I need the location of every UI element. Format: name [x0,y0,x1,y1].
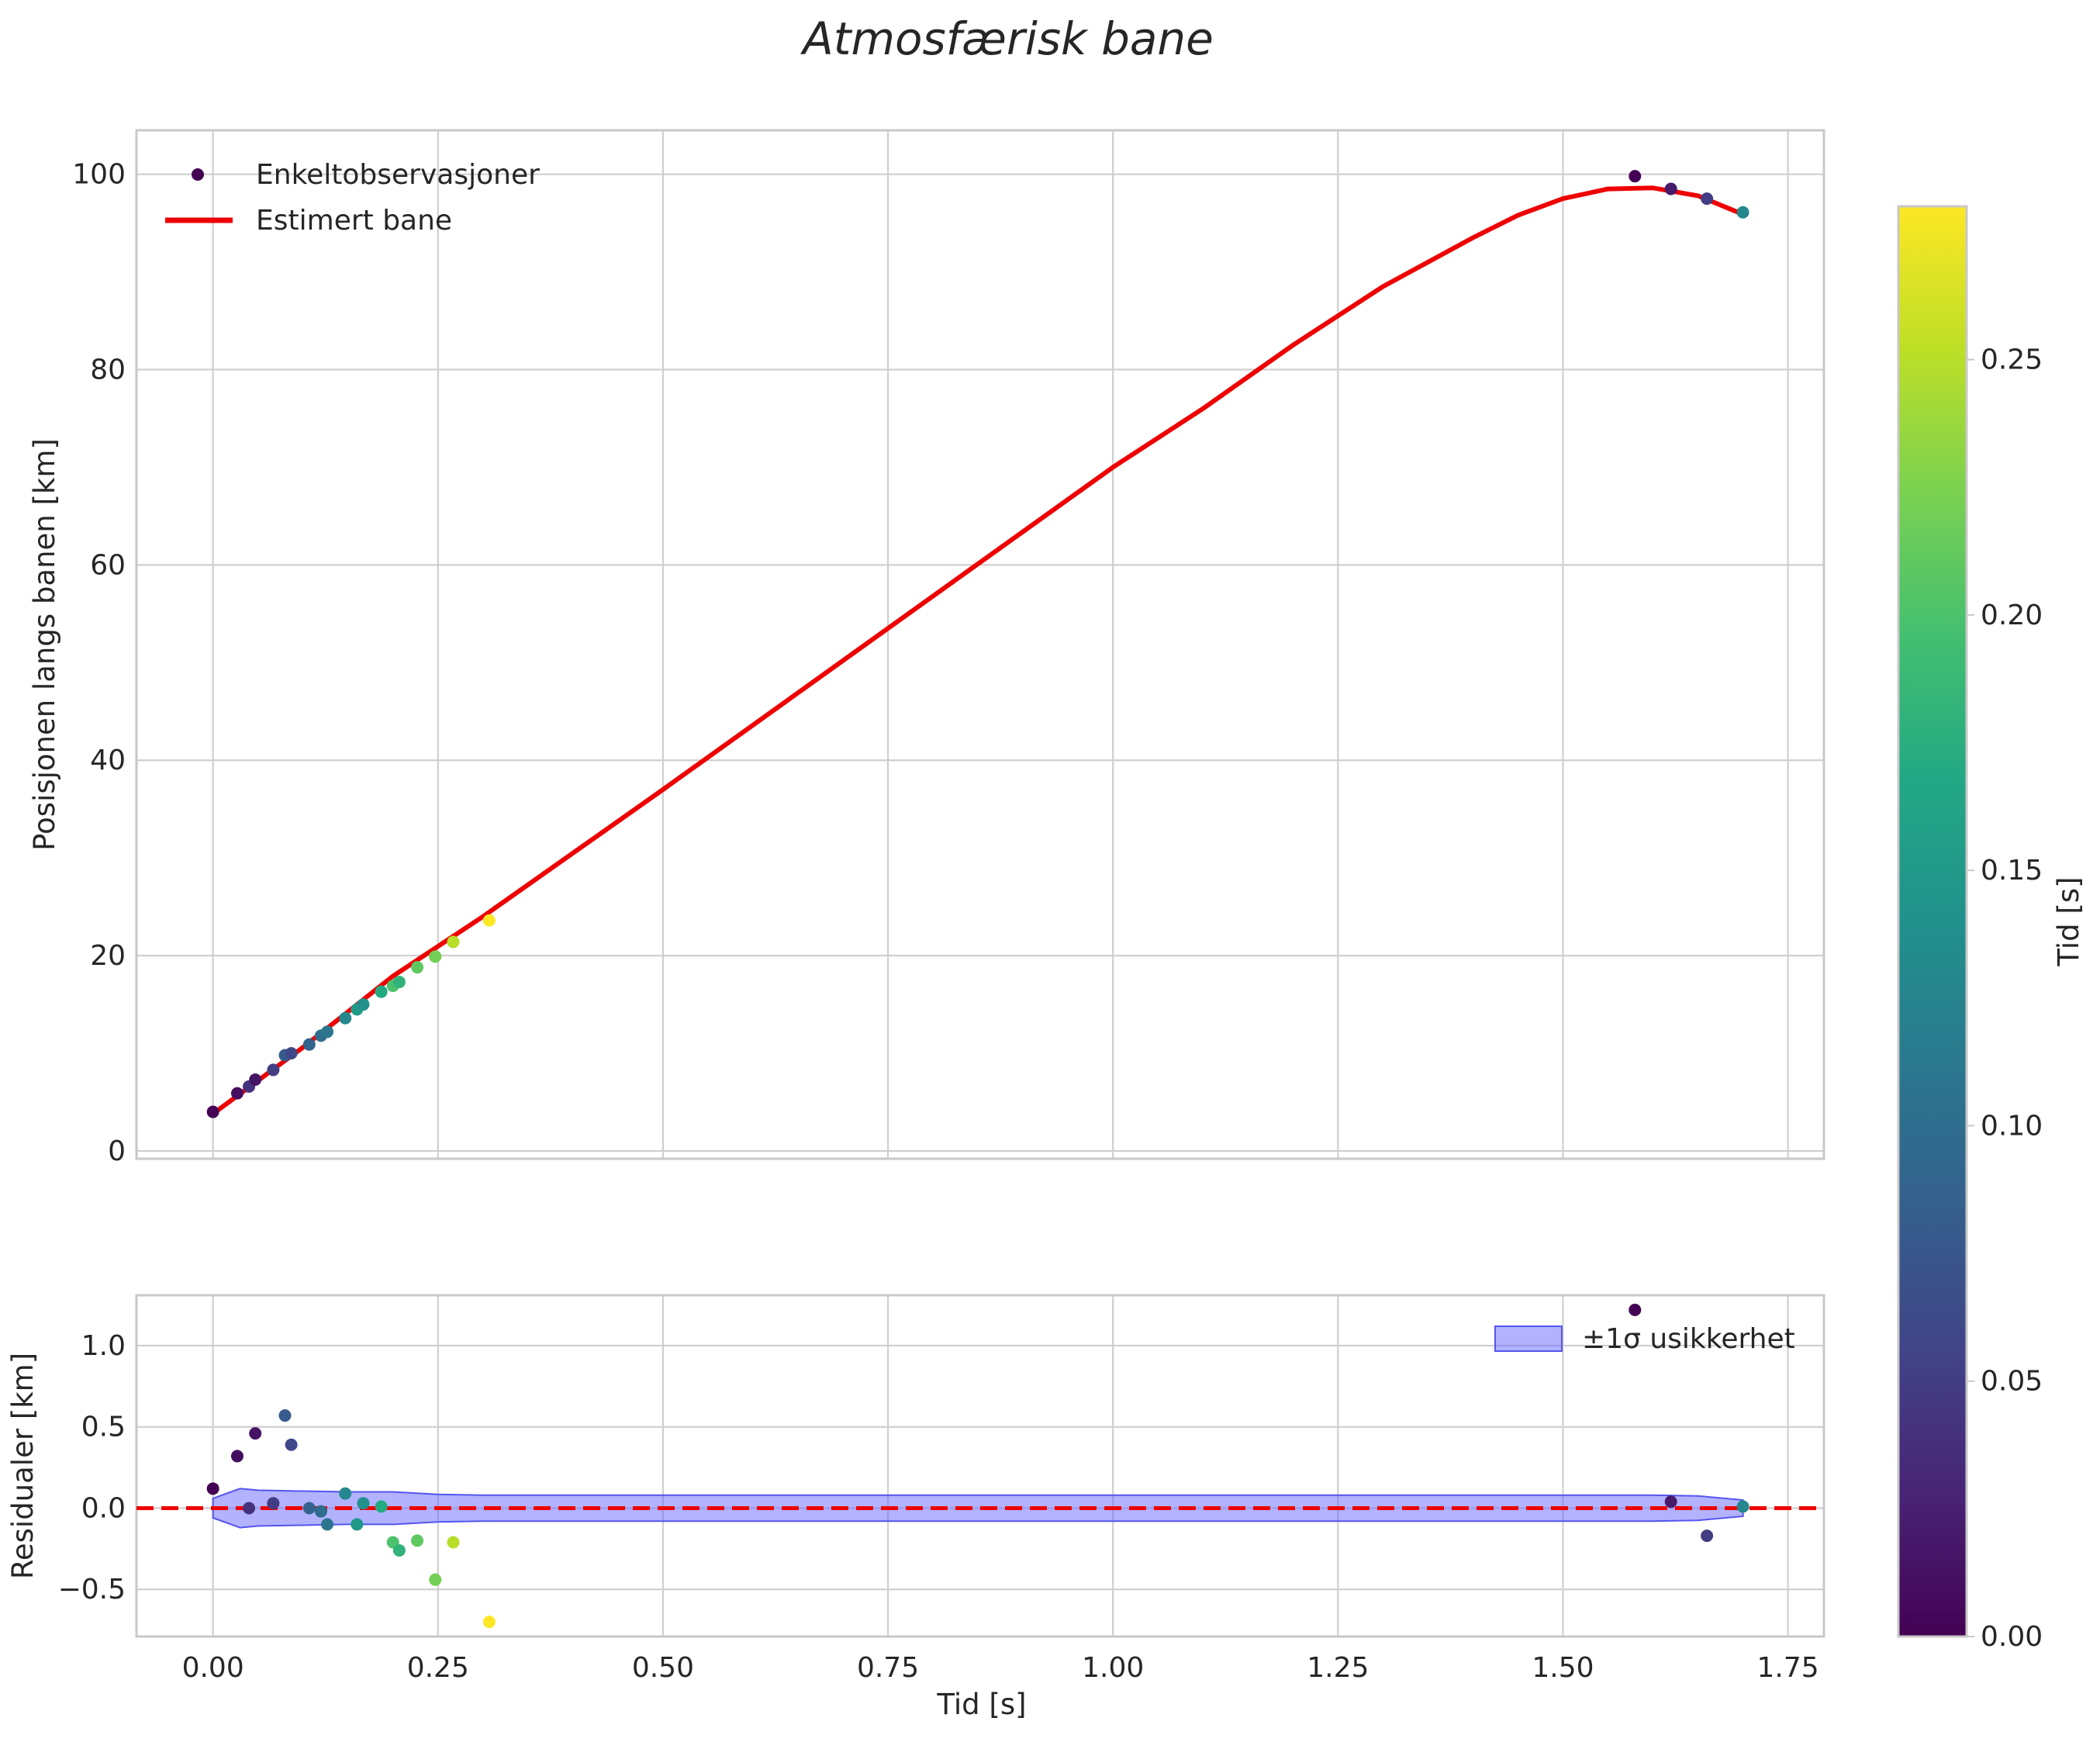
residual-point [278,1409,292,1422]
colorbar-gradient [1897,205,1968,1638]
residual-x-ticks: 0.00 0.25 0.50 0.75 1.00 1.25 1.50 1.75 [182,1652,1819,1684]
residual-grid [136,1295,1824,1637]
observation-point [429,950,442,963]
observation-point [357,998,370,1011]
residual-legend: ±1σ usikkerhet [1494,1323,1795,1355]
residual-point [429,1573,442,1586]
x-tick-label: 0.25 [407,1652,469,1684]
residual-point [1664,1495,1677,1509]
position-axes: 0 20 40 60 80 100 Posisjonen langs banen [km]… [28,129,1825,1167]
residual-point [357,1497,370,1510]
observation-point [1736,206,1749,219]
residual-point [302,1502,316,1515]
observation-point [411,961,424,974]
position-grid [136,130,1824,1159]
observation-point [206,1105,219,1118]
position-y-tick-label: 20 [90,940,126,972]
observation-point [249,1073,262,1086]
legend-band-swatch [1494,1326,1563,1352]
residual-y-tick-label: 0.0 [81,1492,126,1524]
observation-point [1629,170,1642,183]
residual-point [375,1500,388,1513]
position-y-tick-label: 40 [90,745,126,776]
trajectory-path [211,185,1744,1116]
legend-trajectory-label: Estimert bane [256,205,452,237]
residual-point [1629,1303,1642,1316]
residual-point [321,1518,334,1531]
observation-point [285,1047,298,1059]
observation-point [482,914,496,927]
residual-point [1701,1529,1714,1543]
legend-observation-label: Enkeltobservasjoner [256,159,540,191]
x-tick-label: 1.50 [1532,1652,1594,1684]
observation-point [302,1038,316,1051]
residual-point [339,1487,352,1500]
residual-point [243,1502,256,1515]
x-tick-label: 0.50 [632,1652,694,1684]
position-legend: Enkeltobservasjoner Estimert bane [165,159,540,237]
residual-y-label: Residualer [km] [6,1353,40,1579]
residual-axes-frame [135,1294,1825,1638]
observation-point [375,985,388,998]
residual-y-tick-label: 0.5 [81,1412,126,1443]
x-tick-label: 0.75 [857,1652,919,1684]
residual-point [392,1543,406,1557]
colorbar-tick-label: 0.10 [1981,1110,2043,1142]
observation-point [447,935,460,949]
observation-point [339,1011,352,1025]
colorbar: 0.00 0.05 0.10 0.15 0.20 0.25 Tid [s] [1897,205,2085,1653]
legend-band-label: ±1σ usikkerhet [1582,1323,1795,1355]
residual-y-ticks: −0.5 0.0 0.5 1.0 [58,1330,126,1605]
residual-point [314,1505,327,1518]
residual-y-tick-label: −0.5 [58,1574,126,1605]
residual-points [206,1303,1749,1629]
observation-points [206,170,1749,1118]
x-tick-label: 1.25 [1307,1652,1369,1684]
chart-title: Atmosfærisk bane [800,12,1214,65]
estimated-trajectory-line [211,185,1744,1116]
residual-point [482,1616,496,1629]
residual-axes: −0.5 0.0 0.5 1.0 0.00 0.25 0.50 0.75 1.00 1.25 1.… [6,1294,1825,1721]
legend-observation-marker [192,168,204,181]
colorbar-ticks: 0.00 0.05 0.10 0.15 0.20 0.25 [1967,344,2043,1653]
x-tick-label: 0.00 [182,1652,244,1684]
colorbar-tick-label: 0.20 [1981,600,2043,631]
residual-point [285,1438,298,1451]
position-y-tick-label: 60 [90,549,126,581]
colorbar-tick-label: 0.25 [1981,344,2043,376]
observation-point [321,1025,334,1039]
residual-point [267,1497,280,1510]
residual-point [351,1518,364,1531]
x-axis-label: Tid [s] [936,1688,1026,1721]
colorbar-tick-label: 0.15 [1981,855,2043,887]
colorbar-tick-label: 0.00 [1981,1621,2043,1653]
observation-point [230,1087,244,1100]
observation-point [1701,192,1714,206]
colorbar-label: Tid [s] [2052,876,2085,966]
position-y-tick-label: 0 [108,1135,126,1167]
position-y-label: Posisjonen langs banen [km] [28,438,61,851]
residual-point [230,1450,244,1463]
residual-point [206,1482,219,1495]
uncertainty-band [212,1488,1744,1529]
position-y-tick-label: 100 [72,159,126,191]
observation-point [267,1063,280,1077]
position-axes-frame [135,129,1825,1160]
position-y-tick-label: 80 [90,354,126,386]
position-y-ticks: 0 20 40 60 80 100 [72,159,126,1167]
residual-point [411,1534,424,1547]
observation-point [1664,182,1677,195]
residual-point [447,1536,460,1549]
x-tick-label: 1.00 [1082,1652,1144,1684]
residual-y-tick-label: 1.0 [81,1330,126,1362]
observation-point [392,976,406,989]
residual-point [249,1427,262,1440]
colorbar-tick-label: 0.05 [1981,1366,2043,1398]
residual-point [1736,1500,1749,1513]
x-tick-label: 1.75 [1757,1652,1819,1684]
